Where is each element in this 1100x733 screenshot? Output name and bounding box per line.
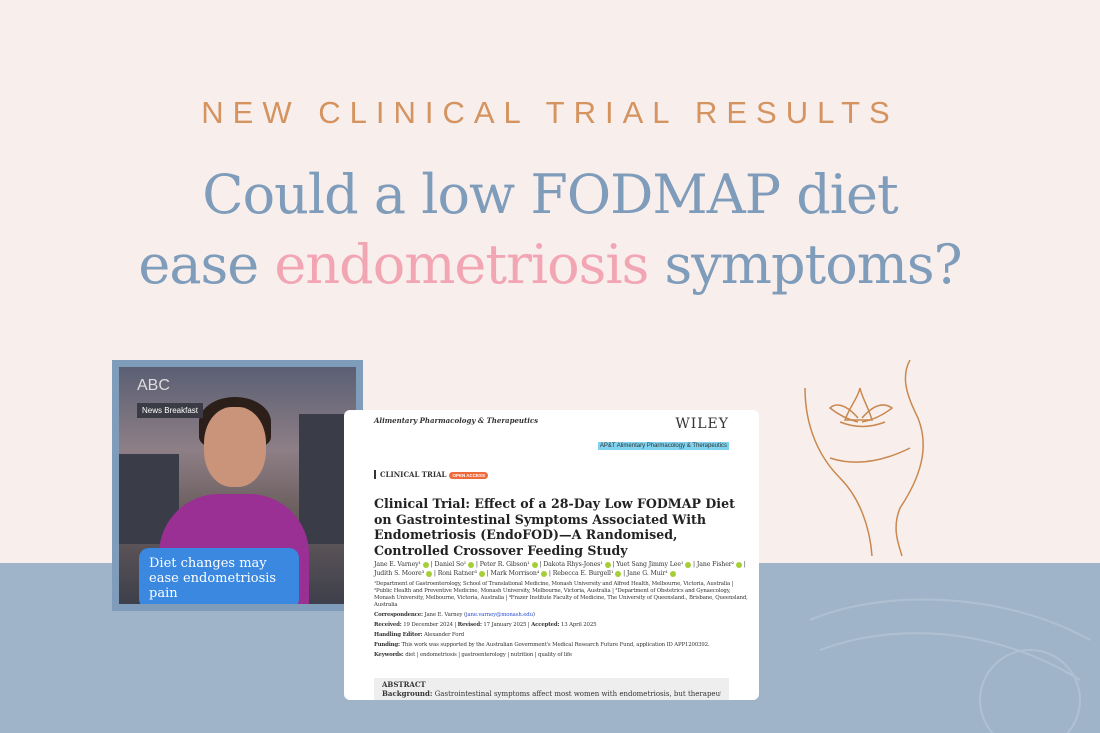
label: Background: (382, 689, 433, 698)
headline-accent: endometriosis (274, 233, 649, 296)
label: Revised: (457, 622, 482, 628)
label: Funding: (374, 642, 400, 648)
journal-name: Alimentary Pharmacology & Therapeutics (374, 416, 539, 425)
author[interactable]: Mark Morrison⁴ (490, 570, 547, 577)
headline-line1: Could a low FODMAP diet (202, 163, 898, 226)
author-name[interactable]: Roni Ratner³ (437, 570, 477, 577)
author[interactable]: Jane Fisher² (697, 561, 742, 568)
author-list: Jane E. Varney¹ | Daniel So¹ | Peter R. … (374, 561, 746, 577)
author[interactable]: Rebecca E. Burgell¹ (553, 570, 622, 577)
headline: Could a low FODMAP diet ease endometrios… (0, 160, 1100, 300)
value: Alexander Ford (423, 632, 465, 638)
author-name[interactable]: Jane E. Varney¹ (374, 561, 421, 568)
orcid-icon[interactable] (540, 570, 547, 577)
abc-logo: ABC (137, 377, 170, 394)
value: This work was supported by the Australia… (401, 642, 710, 648)
news-video-frame: ABC News Breakfast Diet changes may ease… (112, 360, 363, 611)
paper-title: Clinical Trial: Effect of a 28-Day Low F… (374, 496, 735, 558)
handling-editor: Handling Editor: Alexander Ford (374, 632, 749, 639)
author[interactable]: Daniel So¹ (435, 561, 475, 568)
paper-meta: Jane E. Varney¹ | Daniel So¹ | Peter R. … (374, 560, 749, 662)
news-still: ABC News Breakfast Diet changes may ease… (119, 367, 356, 604)
label: Keywords: (374, 652, 404, 658)
orcid-icon[interactable] (531, 561, 538, 568)
orcid-icon[interactable] (468, 561, 475, 568)
orcid-icon[interactable] (422, 561, 429, 568)
author[interactable]: Dakota Rhys-Jones¹ (543, 561, 611, 568)
author[interactable]: Judith S. Moore³ (374, 570, 432, 577)
label: Accepted: (531, 622, 560, 628)
orcid-icon[interactable] (615, 570, 622, 577)
orcid-icon[interactable] (735, 561, 742, 568)
label: Handling Editor: (374, 632, 423, 638)
author[interactable]: Yuet Sang Jimmy Lee¹ (616, 561, 692, 568)
author-name[interactable]: Daniel So¹ (434, 561, 467, 568)
author-name[interactable]: Peter R. Gibson¹ (479, 561, 530, 568)
author[interactable]: Peter R. Gibson¹ (480, 561, 538, 568)
value: Jane E. Varney ( (424, 612, 466, 618)
value: 19 December 2024 (403, 622, 453, 628)
journal-badge: AP&T Alimentary Pharmacology & Therapeut… (597, 442, 729, 450)
author-name[interactable]: Jane Fisher² (696, 561, 734, 568)
label: Received: (374, 622, 402, 628)
value: 17 January 2025 (483, 622, 527, 628)
value: ) (532, 612, 535, 618)
publisher-logo: WILEY (675, 416, 729, 432)
correspondence: Correspondence: Jane E. Varney (jane.var… (374, 612, 749, 619)
program-tag: News Breakfast (137, 403, 204, 418)
decorative-outline (809, 598, 1091, 733)
dates: Received: 19 December 2024 | Revised: 17… (374, 622, 597, 628)
author[interactable]: Jane G. Muir¹ (627, 570, 676, 577)
orcid-icon[interactable] (425, 570, 432, 577)
body-lotus-illustration (804, 359, 924, 557)
orcid-icon[interactable] (478, 570, 485, 577)
orcid-icon[interactable] (669, 570, 676, 577)
abstract-box: ABSTRACT Background: Gastrointestinal sy… (374, 678, 729, 700)
author-name[interactable]: Rebecca E. Burgell¹ (552, 570, 614, 577)
author-name[interactable]: Yuet Sang Jimmy Lee¹ (616, 561, 684, 568)
affiliations: ¹Department of Gastroenterology, School … (374, 581, 748, 608)
orcid-icon[interactable] (604, 561, 611, 568)
author-name[interactable]: Jane G. Muir¹ (626, 570, 668, 577)
label: Correspondence: (374, 612, 423, 618)
headline-post: symptoms? (648, 233, 963, 296)
author-name[interactable]: Mark Morrison⁴ (490, 570, 540, 577)
article-category: CLINICAL TRIAL OPEN ACCESS (374, 470, 489, 479)
paper-card: Alimentary Pharmacology & Therapeutics W… (344, 410, 759, 700)
headline-pre: ease (138, 233, 275, 296)
orcid-icon[interactable] (685, 561, 692, 568)
presenter-face (204, 407, 266, 487)
open-access-badge: OPEN ACCESS (449, 472, 489, 479)
abstract-heading: ABSTRACT (382, 680, 426, 689)
author-name[interactable]: Judith S. Moore³ (374, 570, 425, 577)
category-label: CLINICAL TRIAL (380, 470, 447, 479)
value: diet | endometriosis | gastroenterology … (405, 652, 572, 658)
building (299, 414, 349, 544)
email-link[interactable]: jane.varney@monash.edu (465, 612, 533, 618)
author-name[interactable]: Dakota Rhys-Jones¹ (543, 561, 603, 568)
author[interactable]: Roni Ratner³ (438, 570, 485, 577)
abstract-background: Background: Gastrointestinal symptoms af… (382, 689, 721, 699)
video-caption: Diet changes may ease endometriosis pain (139, 548, 299, 604)
author[interactable]: Jane E. Varney¹ (374, 561, 429, 568)
value: 13 April 2025 (560, 622, 597, 628)
kicker: NEW CLINICAL TRIAL RESULTS (201, 95, 899, 130)
keywords: Keywords: diet | endometriosis | gastroe… (374, 652, 749, 659)
headline-line2: ease endometriosis symptoms? (0, 230, 1100, 300)
value: Gastrointestinal symptoms affect most wo… (434, 690, 721, 698)
funding: Funding: This work was supported by the … (374, 642, 749, 649)
